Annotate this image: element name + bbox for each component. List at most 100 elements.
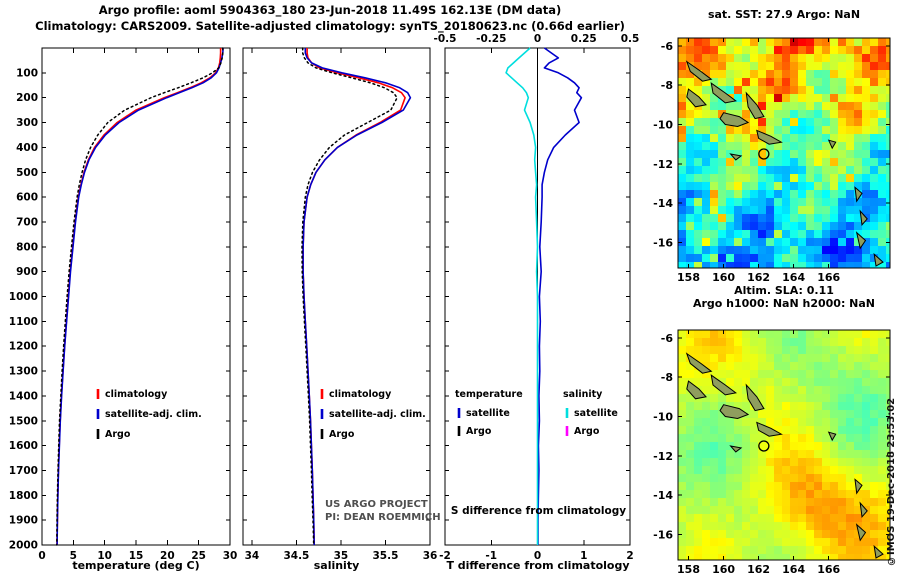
project-credit-line2: PI: DEAN ROEMMICH bbox=[325, 512, 441, 523]
figure-title-line1: Argo profile: aoml 5904363_180 23-Jun-20… bbox=[98, 3, 562, 17]
axis-tick-label: 2 bbox=[626, 550, 633, 562]
axis-tick-label: 34.5 bbox=[283, 550, 309, 562]
series-satellite-adj--clim- bbox=[56, 47, 224, 546]
island-coastline bbox=[873, 544, 884, 559]
axis-tick-label: -12 bbox=[653, 450, 673, 463]
island-coastline bbox=[827, 139, 837, 150]
island-coastline bbox=[855, 523, 867, 542]
axis-tick-label: 20 bbox=[160, 550, 175, 562]
axis-tick-label: 1000 bbox=[9, 291, 38, 303]
axis-tick-label: -10 bbox=[653, 118, 673, 131]
axis-tick-label: 158 bbox=[677, 563, 700, 576]
island-coastline bbox=[710, 82, 738, 104]
island-coastline bbox=[729, 153, 743, 161]
axis-tick-label: 166 bbox=[817, 271, 840, 284]
series-t-satellite bbox=[537, 47, 583, 545]
figure-title-line2: Climatology: CARS2009. Satellite-adjuste… bbox=[35, 19, 625, 33]
axis-tick-label: Argo bbox=[466, 426, 492, 437]
axis-tick-label: -12 bbox=[653, 158, 673, 171]
island-coastline bbox=[719, 404, 750, 420]
s-difference-axis-label: S difference from climatology bbox=[450, 505, 627, 517]
axis-tick-label: temperature bbox=[455, 389, 523, 400]
xlabel-salinity: salinity bbox=[313, 559, 360, 572]
axis-tick-label: 164 bbox=[782, 563, 805, 576]
xlabel-temperature: temperature (deg C) bbox=[72, 559, 200, 572]
axis-tick-label: -10 bbox=[653, 410, 673, 423]
axis-tick-label: 25 bbox=[191, 550, 206, 562]
axis-tick-label: 36 bbox=[423, 550, 438, 562]
xlabel-t-difference: T difference from climatology bbox=[446, 559, 630, 572]
axis-tick-label: salinity bbox=[563, 389, 603, 400]
project-credit: US ARGO PROJECT PI: DEAN ROEMMICH bbox=[325, 498, 441, 524]
axis-tick-label: 0 bbox=[534, 550, 541, 562]
panel-difference-profile: -2 -1 0 1 2 -0.5 -0.25 0 0.25 0.5 temperature satel… bbox=[434, 33, 640, 562]
series-argo bbox=[301, 47, 398, 546]
axis-tick-label: 900 bbox=[16, 266, 38, 278]
axis-tick-label: 1500 bbox=[9, 415, 38, 427]
series-climatology bbox=[56, 48, 222, 546]
axis-tick-label: 200 bbox=[16, 92, 38, 104]
axis-tick-label: 164 bbox=[782, 271, 805, 284]
axis-tick-label: -6 bbox=[661, 40, 674, 53]
axis-tick-label: 800 bbox=[16, 241, 38, 253]
imos-watermark: ©IMOS 19-Dec-2018 23:53:02 bbox=[886, 397, 897, 566]
axis-tick-label: 600 bbox=[16, 192, 38, 204]
island-coastline bbox=[686, 380, 707, 400]
float-position-marker bbox=[758, 148, 770, 160]
axis-tick-label: 1300 bbox=[9, 366, 38, 378]
island-coastline bbox=[685, 352, 713, 374]
axis-tick-label: 15 bbox=[129, 550, 144, 562]
panel-temperature-profile: 1002003004005006007008009001000110012001… bbox=[9, 47, 238, 562]
axis-tick-label: 100 bbox=[16, 67, 38, 79]
axis-tick-label: 1200 bbox=[9, 341, 38, 353]
axis-tick-label: 162 bbox=[747, 563, 770, 576]
axis-tick-label: 5 bbox=[70, 550, 77, 562]
axis-tick-label: climatology bbox=[329, 389, 392, 400]
panel-salinity-profile: 34 34.5 35 35.5 36 climatology satellite-adj. … bbox=[242, 47, 438, 562]
axis-tick-label: 0.25 bbox=[571, 33, 597, 45]
axis-tick-label: -16 bbox=[653, 528, 673, 541]
island-coastline bbox=[854, 478, 863, 495]
axis-tick-label: 0 bbox=[38, 550, 45, 562]
axis-tick-label: -14 bbox=[653, 489, 673, 502]
island-coastline bbox=[827, 431, 837, 442]
axis-tick-label: 162 bbox=[747, 271, 770, 284]
map-border bbox=[677, 37, 891, 269]
island-coastline bbox=[729, 445, 743, 453]
sst-map-title: sat. SST: 27.9 Argo: NaN bbox=[707, 8, 861, 21]
axis-tick-label: satellite bbox=[574, 408, 618, 419]
map-pixels bbox=[678, 38, 890, 268]
sla-map-subtitle: Argo h1000: NaN h2000: NaN bbox=[692, 297, 876, 310]
series-climatology bbox=[302, 48, 406, 546]
island-coastline bbox=[745, 91, 765, 120]
island-coastline bbox=[859, 209, 868, 226]
axis-tick-label: 700 bbox=[16, 216, 38, 228]
map-pixels bbox=[678, 330, 890, 560]
island-coastline bbox=[859, 501, 868, 518]
axis-tick-label: 1700 bbox=[9, 465, 38, 477]
island-coastline bbox=[756, 421, 783, 437]
axis-tick-label: -8 bbox=[661, 371, 673, 384]
island-coastline bbox=[756, 129, 783, 145]
axis-tick-label: 1900 bbox=[9, 515, 38, 527]
axis-tick-label: -0.25 bbox=[476, 33, 506, 45]
axis-tick-label: 160 bbox=[712, 271, 735, 284]
axis-tick-label: -1 bbox=[485, 550, 497, 562]
axis-tick-label: 0.5 bbox=[621, 33, 640, 45]
island-coastline bbox=[686, 88, 707, 108]
sst-map: 158 160 162 164 166 -6 -8 -10 -12 -14 -16 bbox=[653, 37, 891, 284]
axis-tick-label: satellite-adj. clim. bbox=[105, 409, 202, 420]
axis-tick-label: 30 bbox=[223, 550, 238, 562]
axis-tick-label: 300 bbox=[16, 117, 38, 129]
axis-tick-label: Argo bbox=[329, 429, 355, 440]
axis-tick-label: 0 bbox=[534, 33, 541, 45]
axis-tick-label: Argo bbox=[105, 429, 131, 440]
axis-tick-label: 35.5 bbox=[373, 550, 399, 562]
axis-tick-label: satellite-adj. clim. bbox=[329, 409, 426, 420]
axis-tick-label: -2 bbox=[439, 550, 451, 562]
sla-map: 158 160 162 164 166 -6 -8 -10 -12 -14 -16 bbox=[653, 329, 891, 576]
axis-tick-label: -16 bbox=[653, 236, 673, 249]
map-border bbox=[677, 329, 891, 561]
